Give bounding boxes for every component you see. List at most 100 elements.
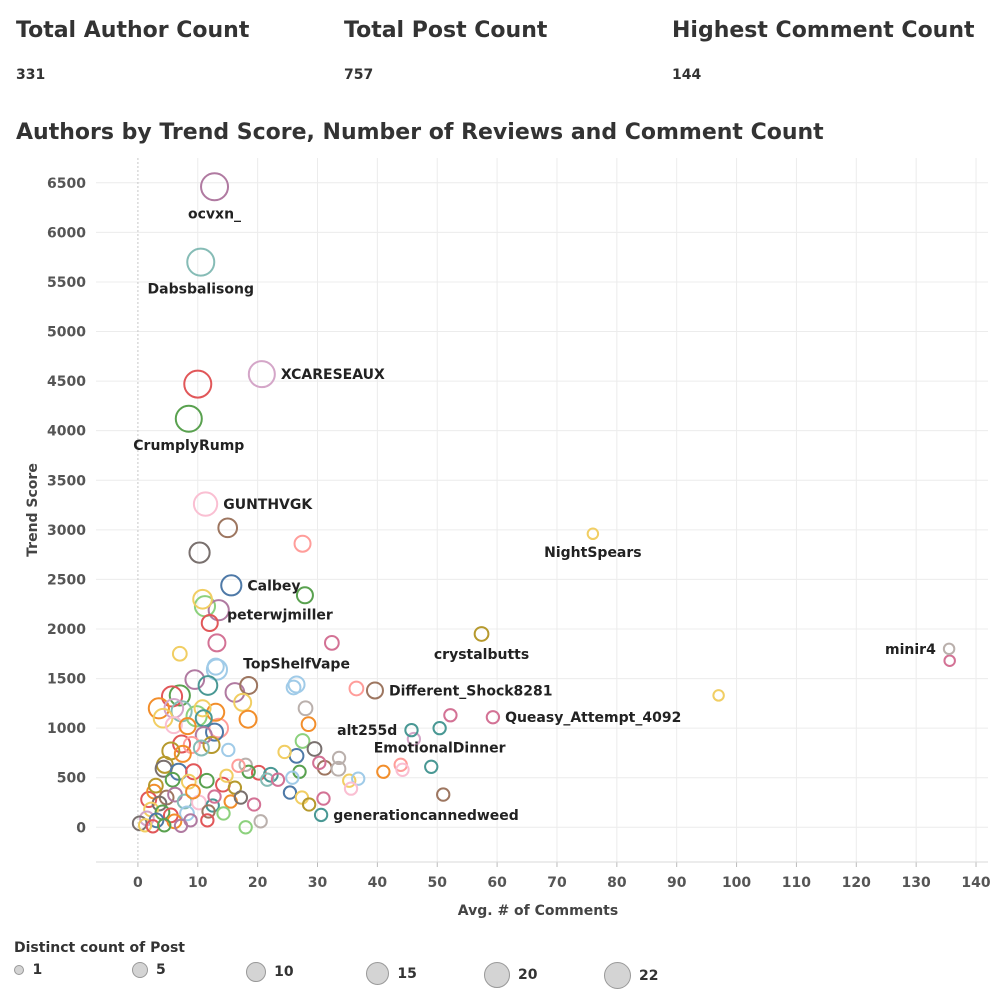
data-point-labeled[interactable]: [200, 172, 230, 202]
data-point[interactable]: [185, 783, 201, 800]
data-point-labeled[interactable]: [174, 404, 203, 433]
data-point-labeled[interactable]: [295, 586, 314, 605]
data-point[interactable]: [163, 697, 185, 719]
data-point[interactable]: [282, 785, 298, 800]
data-point[interactable]: [201, 804, 216, 819]
data-point[interactable]: [202, 735, 221, 755]
data-point[interactable]: [188, 541, 211, 564]
data-point[interactable]: [238, 820, 253, 835]
data-point[interactable]: [231, 758, 246, 773]
data-point[interactable]: [219, 768, 234, 783]
data-point[interactable]: [424, 759, 439, 774]
data-point-labeled[interactable]: [365, 681, 384, 700]
data-point[interactable]: [342, 773, 357, 788]
data-point[interactable]: [147, 777, 164, 794]
data-point[interactable]: [246, 797, 262, 812]
data-point[interactable]: [330, 760, 347, 777]
data-point-labeled[interactable]: [220, 574, 243, 597]
data-point[interactable]: [207, 789, 222, 804]
data-point[interactable]: [241, 764, 256, 779]
data-point-labeled[interactable]: [942, 642, 956, 656]
data-point[interactable]: [436, 787, 451, 802]
data-point[interactable]: [348, 680, 365, 697]
data-point[interactable]: [238, 709, 258, 729]
data-point[interactable]: [216, 806, 231, 821]
data-point[interactable]: [351, 771, 366, 786]
data-point-labeled[interactable]: [485, 710, 501, 725]
scatter-plot[interactable]: 0500100015002000250030003500400045005000…: [0, 0, 1000, 935]
data-point[interactable]: [137, 818, 153, 833]
data-point-labeled[interactable]: [313, 807, 329, 823]
data-point[interactable]: [301, 797, 317, 812]
data-point[interactable]: [285, 770, 300, 785]
data-point[interactable]: [205, 722, 225, 742]
data-point[interactable]: [197, 675, 219, 696]
data-point[interactable]: [443, 708, 458, 723]
data-point[interactable]: [198, 772, 215, 789]
data-point[interactable]: [270, 772, 286, 787]
data-point[interactable]: [293, 534, 312, 553]
data-point-labeled[interactable]: [192, 491, 219, 517]
data-point[interactable]: [300, 716, 317, 733]
data-point[interactable]: [206, 657, 225, 676]
data-point[interactable]: [147, 697, 170, 720]
data-point[interactable]: [217, 517, 239, 539]
data-point[interactable]: [178, 717, 197, 736]
data-point-labeled[interactable]: [186, 247, 216, 277]
data-point[interactable]: [207, 633, 227, 653]
data-point[interactable]: [712, 689, 725, 702]
data-point[interactable]: [331, 750, 347, 766]
data-point-labeled[interactable]: [473, 626, 490, 642]
data-point[interactable]: [312, 755, 327, 771]
data-point[interactable]: [185, 763, 203, 781]
data-point[interactable]: [323, 634, 340, 651]
data-point[interactable]: [164, 771, 181, 788]
data-point[interactable]: [343, 781, 359, 796]
data-point-labeled[interactable]: [247, 360, 276, 389]
data-point-labeled[interactable]: [432, 720, 447, 736]
data-point[interactable]: [294, 733, 311, 749]
data-point[interactable]: [233, 692, 253, 712]
data-point[interactable]: [306, 741, 323, 757]
data-point[interactable]: [171, 645, 188, 662]
data-point[interactable]: [173, 744, 192, 763]
data-point[interactable]: [200, 614, 219, 633]
data-point[interactable]: [288, 748, 305, 764]
data-point[interactable]: [173, 818, 189, 833]
data-point[interactable]: [233, 790, 249, 805]
data-point[interactable]: [406, 731, 422, 747]
y-tick-label: 1500: [47, 672, 86, 688]
data-point[interactable]: [168, 684, 191, 707]
data-point[interactable]: [277, 744, 292, 760]
data-point[interactable]: [238, 757, 253, 772]
data-point[interactable]: [192, 588, 213, 610]
data-point[interactable]: [157, 818, 172, 833]
data-point[interactable]: [316, 791, 331, 806]
data-point[interactable]: [253, 814, 268, 829]
data-point[interactable]: [192, 739, 210, 757]
data-point-labeled[interactable]: [586, 527, 600, 541]
data-point[interactable]: [297, 700, 314, 717]
data-point[interactable]: [200, 813, 215, 828]
data-point-labeled[interactable]: [287, 675, 306, 694]
data-point[interactable]: [164, 716, 183, 735]
data-point[interactable]: [180, 773, 197, 790]
data-point[interactable]: [167, 786, 183, 803]
data-point[interactable]: [239, 676, 259, 695]
data-point[interactable]: [172, 734, 192, 754]
data-point[interactable]: [179, 805, 195, 822]
data-point[interactable]: [206, 702, 226, 722]
data-point[interactable]: [221, 742, 236, 758]
data-point-labeled[interactable]: [404, 722, 419, 738]
data-point[interactable]: [140, 791, 158, 809]
data-point[interactable]: [260, 772, 275, 787]
data-point[interactable]: [184, 669, 206, 690]
data-point[interactable]: [183, 369, 213, 399]
data-point[interactable]: [285, 679, 302, 696]
data-point[interactable]: [207, 599, 230, 622]
data-point[interactable]: [376, 764, 391, 779]
data-point[interactable]: [193, 699, 212, 718]
data-point[interactable]: [943, 654, 956, 667]
data-point[interactable]: [294, 790, 310, 805]
data-point[interactable]: [395, 762, 410, 777]
